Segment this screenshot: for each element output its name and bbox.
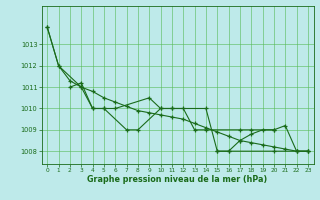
X-axis label: Graphe pression niveau de la mer (hPa): Graphe pression niveau de la mer (hPa) xyxy=(87,175,268,184)
